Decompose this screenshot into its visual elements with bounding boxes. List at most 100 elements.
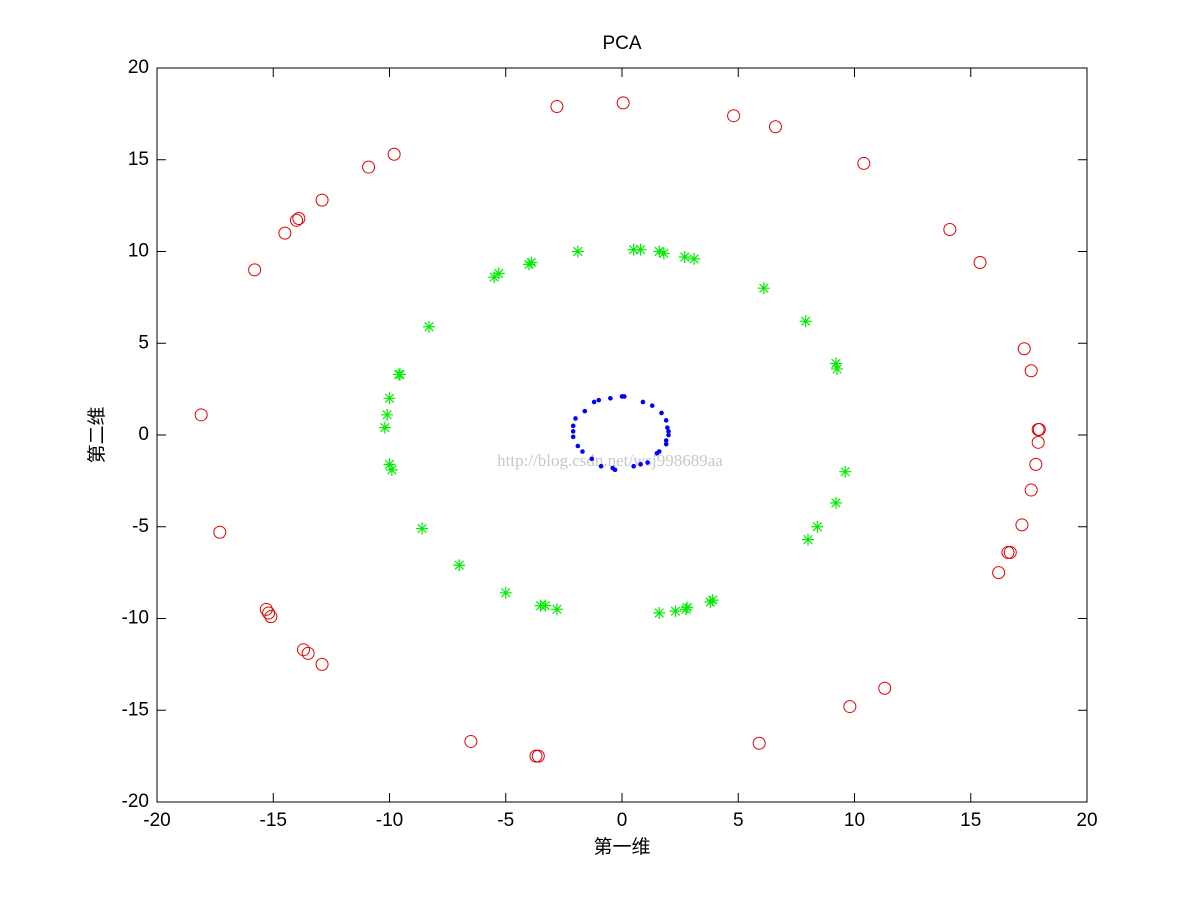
circle-marker [387,147,401,161]
y-tick-label: 10 [128,241,149,262]
axes-box [156,67,1088,803]
circle-marker [292,211,306,225]
dot-marker [580,449,585,454]
circle-marker [1017,342,1031,356]
x-tick-label: -10 [376,810,403,831]
star-marker [811,520,824,533]
star-marker [799,315,812,328]
x-tick-label: 0 [617,810,628,831]
star-marker [678,251,691,264]
dot-marker [631,463,636,469]
circle-marker [973,256,987,270]
star-marker [571,245,584,258]
x-tick-label: 5 [733,810,744,831]
x-tick-label: 15 [960,810,981,831]
dot-marker [596,397,602,403]
dot-marker [666,432,671,438]
y-tick-label: -20 [122,791,149,812]
star-marker [416,522,429,535]
circle-marker [1029,457,1043,471]
star-marker [669,605,682,618]
circle-marker [315,657,329,671]
x-axis-label: 第一维 [593,836,650,858]
star-marker [829,496,842,509]
circle-marker [727,109,741,123]
circle-marker [315,193,329,207]
circle-marker [301,646,315,660]
circle-marker [857,156,871,170]
watermark: http://blog.csdn.net/wsj998689aa [497,451,723,470]
y-axis-label: 第二维 [86,406,108,463]
dot-marker [582,408,588,414]
star-marker [499,586,512,599]
dot-marker [570,434,576,440]
star-marker [525,256,538,269]
y-tick-label: 20 [128,57,149,78]
star-marker [831,362,844,375]
star-marker [757,282,770,295]
circle-marker [752,736,766,750]
x-tick-label: -15 [260,810,287,831]
circle-marker [943,222,957,236]
dot-marker [570,423,576,429]
star-marker [550,603,563,616]
star-marker [627,243,640,256]
star-marker [688,252,701,265]
circle-marker [1032,422,1046,436]
y-tick-label: 0 [138,424,149,445]
star-marker [492,267,505,280]
circle-marker [248,263,262,277]
x-tick-label: -20 [143,810,170,831]
dot-marker [663,438,669,443]
circle-marker [290,213,303,227]
dot-marker [575,443,581,449]
dot-marker [645,460,650,465]
star-marker [839,465,852,478]
star-marker [704,595,717,608]
star-marker [634,243,647,256]
star-marker [657,247,670,260]
star-marker [393,368,406,381]
star-marker [488,271,501,284]
star-marker [534,599,547,612]
circle-marker [550,100,564,114]
circle-marker [529,749,543,763]
x-tick-label: 20 [1076,810,1097,831]
circle-marker [843,700,857,714]
circle-marker [262,606,276,620]
star-marker [378,421,391,434]
star-marker [453,559,466,572]
circle-marker [362,160,376,174]
y-tick-label: 15 [128,149,149,170]
dot-marker [649,403,655,408]
dot-marker [612,467,618,473]
star-marker [423,320,436,333]
x-tick-label: -5 [497,810,514,831]
circle-marker [296,643,310,657]
dot-marker [570,429,576,434]
dot-marker [608,396,613,401]
circle-marker [1001,545,1015,559]
circle-marker [616,96,630,110]
y-tick-label: -15 [122,699,149,720]
star-marker [653,606,666,619]
circle-marker [992,566,1006,580]
circle-marker [1031,435,1045,449]
y-tick-label: 5 [138,332,149,353]
circle-marker [264,610,278,624]
star-marker [383,392,396,405]
dot-marker [598,463,604,469]
circle-marker [1024,483,1038,497]
dot-marker [659,410,664,416]
star-marker [383,458,396,471]
circle-marker [278,226,292,240]
dot-marker [666,429,671,434]
dot-marker [573,416,578,421]
star-marker [381,408,394,421]
dot-marker [589,456,595,462]
dot-marker [656,449,662,454]
y-tick-label: -10 [122,608,149,629]
dot-marker [619,394,625,399]
dot-marker [663,418,669,423]
